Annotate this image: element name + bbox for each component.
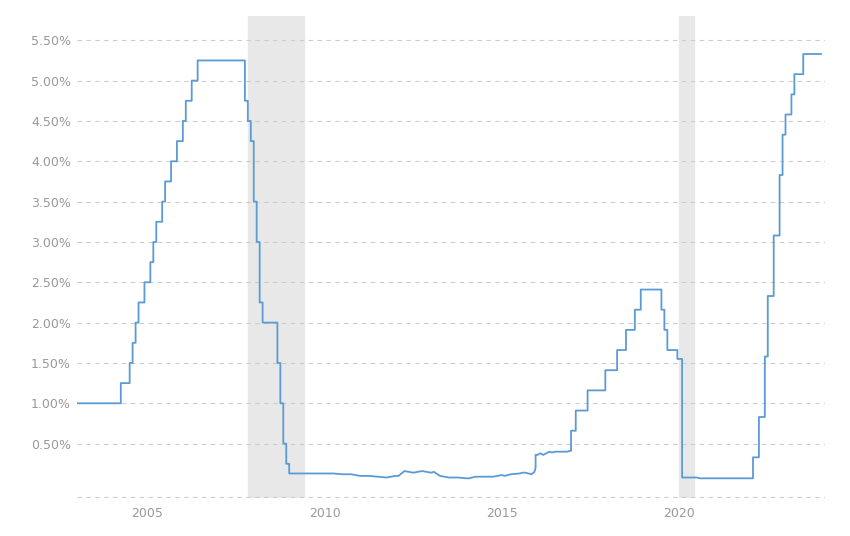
- Bar: [679, 16, 694, 498]
- Bar: [247, 16, 304, 498]
